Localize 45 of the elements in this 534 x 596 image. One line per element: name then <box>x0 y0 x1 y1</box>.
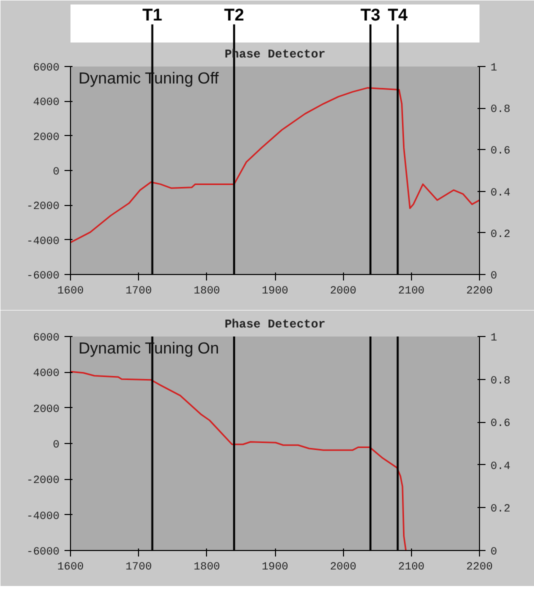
x-tick-label: 2100 <box>398 562 425 574</box>
x-tick-label: 2100 <box>398 286 425 298</box>
ref-line-label: T4 <box>388 6 408 24</box>
y-tick-label: 6000 <box>33 62 60 74</box>
y2-tick-label: 0.4 <box>490 460 511 473</box>
y2-tick-label: 0.6 <box>490 418 510 430</box>
y2-tick-label: 1 <box>490 332 498 344</box>
x-tick-label: 1700 <box>125 286 152 298</box>
chart-title: Phase Detector <box>224 318 326 332</box>
x-tick-label: 1800 <box>194 562 220 574</box>
y-tick-label: -4000 <box>26 236 60 248</box>
y-tick-label: 4000 <box>33 368 60 380</box>
y2-tick-label: 0 <box>490 270 498 282</box>
y-tick-label: -6000 <box>26 546 60 558</box>
ref-line-label: T1 <box>142 6 162 24</box>
y-tick-label: 0 <box>52 440 60 452</box>
ref-line-label: T2 <box>224 6 244 24</box>
x-tick-label: 2000 <box>330 562 356 574</box>
y-tick-label: 0 <box>52 166 60 178</box>
x-tick-label: 2200 <box>466 286 493 298</box>
y2-tick-label: 0.8 <box>490 104 510 116</box>
y-tick-label: 6000 <box>33 332 60 344</box>
y2-tick-label: 1 <box>490 62 498 74</box>
y-tick-label: 2000 <box>33 404 60 416</box>
y-tick-label: -4000 <box>26 510 60 523</box>
y-tick-label: -2000 <box>26 475 60 488</box>
x-tick-label: 1900 <box>262 286 288 298</box>
x-tick-label: 2200 <box>466 562 493 574</box>
x-tick-label: 1600 <box>57 286 84 298</box>
y-tick-label: 2000 <box>33 132 60 144</box>
y-tick-label: -6000 <box>26 270 60 282</box>
x-tick-label: 1600 <box>57 562 84 574</box>
x-tick-label: 1700 <box>125 562 152 574</box>
y-tick-label: 4000 <box>33 97 60 110</box>
x-tick-label: 2000 <box>330 286 356 298</box>
y2-tick-label: 0.8 <box>490 375 510 388</box>
y2-tick-label: 0.6 <box>490 146 510 158</box>
y2-tick-label: 0.2 <box>490 504 510 516</box>
y2-tick-label: 0.4 <box>490 187 511 200</box>
y2-tick-label: 0.2 <box>490 228 510 241</box>
y2-tick-label: 0 <box>490 546 498 558</box>
ref-line-label: T3 <box>360 6 380 24</box>
y-tick-label: -2000 <box>26 201 60 214</box>
x-tick-label: 1900 <box>262 562 288 574</box>
x-tick-label: 1800 <box>194 286 220 298</box>
